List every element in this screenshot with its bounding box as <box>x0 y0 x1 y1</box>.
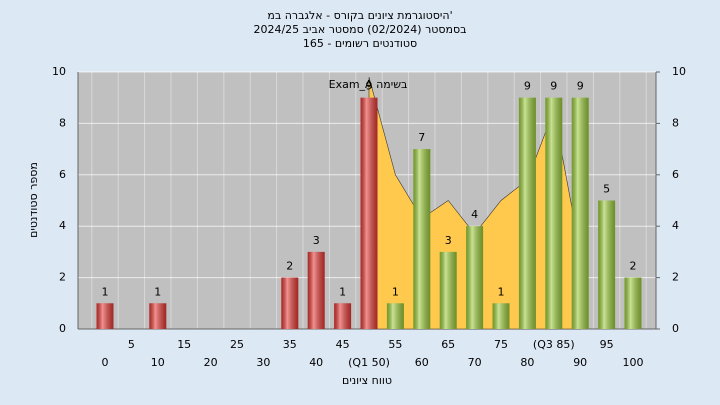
y-tick-label: 8 <box>59 116 66 129</box>
bar-shading <box>518 97 536 329</box>
value-label: 4 <box>471 208 478 221</box>
y2-tick-label: 10 <box>672 65 686 78</box>
value-label: 5 <box>603 183 610 196</box>
bar-shading <box>149 303 167 329</box>
x-tick-label: 30 <box>256 356 270 369</box>
x-tick-label: 20 <box>204 356 218 369</box>
bar-shading <box>466 226 484 329</box>
chart-subtitle: בסמסטר (02/2024) סמסטר אביב 2024/25 <box>253 23 466 36</box>
x-tick-label: 10 <box>151 356 165 369</box>
chart-subtitle: סטודנטים רשומים - 165 <box>303 37 417 50</box>
value-label: 9 <box>577 80 584 93</box>
bar-shading <box>360 97 378 329</box>
x-tick-label: 45 <box>336 338 350 351</box>
value-label: 1 <box>339 285 346 298</box>
x-tick-label: 40 <box>309 356 323 369</box>
bar-shading <box>545 97 563 329</box>
y-axis-label: מספר סטודנטים <box>27 162 40 238</box>
y2-tick-label: 0 <box>672 322 679 335</box>
x-tick-label: 70 <box>468 356 482 369</box>
y-tick-label: 6 <box>59 168 66 181</box>
bar-shading <box>413 149 431 329</box>
bar-shading <box>439 251 457 329</box>
x-tick-label: 65 <box>441 338 455 351</box>
bar-shading <box>334 303 352 329</box>
bar-shading <box>386 303 404 329</box>
value-label: 2 <box>630 260 637 273</box>
x-axis-label: טווח ציונים <box>342 374 392 387</box>
x-tick-label: 25 <box>230 338 244 351</box>
y2-tick-label: 8 <box>672 116 679 129</box>
x-tick-label: (Q3 85) <box>533 338 575 351</box>
x-tick-label: 35 <box>283 338 297 351</box>
x-tick-label: 5 <box>128 338 135 351</box>
value-label: 9 <box>550 80 557 93</box>
y2-tick-label: 2 <box>672 271 679 284</box>
bar-shading <box>571 97 589 329</box>
y-tick-label: 10 <box>52 65 66 78</box>
bar-shading <box>96 303 114 329</box>
bar-shading <box>492 303 510 329</box>
value-label: 9 <box>524 80 531 93</box>
x-tick-label: 55 <box>388 338 402 351</box>
x-tick-label: 90 <box>573 356 587 369</box>
value-label: 1 <box>154 285 161 298</box>
value-label: 7 <box>418 131 425 144</box>
y-tick-label: 0 <box>59 322 66 335</box>
value-label: 2 <box>286 260 293 273</box>
bar-shading <box>624 277 642 329</box>
value-label: 3 <box>313 234 320 247</box>
y-tick-label: 4 <box>59 219 66 232</box>
value-label: 1 <box>498 285 505 298</box>
value-label: 1 <box>102 285 109 298</box>
bar-shading <box>281 277 299 329</box>
x-tick-label: 75 <box>494 338 508 351</box>
x-tick-label: 60 <box>415 356 429 369</box>
y2-tick-label: 4 <box>672 219 679 232</box>
chart-title: היסטוגרמת ציונים בקורס - אלגברה במ' <box>267 9 452 22</box>
x-tick-label: 100 <box>623 356 644 369</box>
x-tick-label: 0 <box>102 356 109 369</box>
x-tick-label: 15 <box>177 338 191 351</box>
value-label: 3 <box>445 234 452 247</box>
bar-shading <box>598 200 616 329</box>
x-tick-label: 80 <box>520 356 534 369</box>
y-tick-label: 2 <box>59 271 66 284</box>
bar-shading <box>307 251 325 329</box>
value-label: 9 <box>366 80 373 93</box>
value-label: 1 <box>392 285 399 298</box>
x-tick-label: (Q1 50) <box>348 356 390 369</box>
y2-tick-label: 6 <box>672 168 679 181</box>
area-label: Exam_A בשימה <box>329 78 408 91</box>
x-tick-label: 95 <box>600 338 614 351</box>
